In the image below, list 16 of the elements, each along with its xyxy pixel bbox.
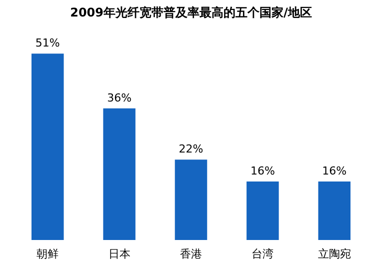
x-tick-label: 日本 <box>108 248 130 260</box>
data-label: 51% <box>35 36 60 50</box>
bar <box>32 54 64 240</box>
bar <box>103 108 136 240</box>
x-tick-label: 台湾 <box>252 248 274 260</box>
data-label: 16% <box>250 164 275 178</box>
bar <box>318 182 350 240</box>
x-tick-label: 朝鲜 <box>36 248 59 260</box>
data-label: 16% <box>322 164 347 178</box>
data-label: 36% <box>107 91 132 104</box>
chart-title: 2009年光纤宽带普及率最高的五个国家/地区 <box>70 6 312 20</box>
bar <box>174 160 208 240</box>
bar <box>246 182 279 240</box>
x-tick-label: 香港 <box>180 248 202 260</box>
x-tick-label: 立陶宛 <box>318 248 351 260</box>
data-label: 22% <box>178 142 204 156</box>
